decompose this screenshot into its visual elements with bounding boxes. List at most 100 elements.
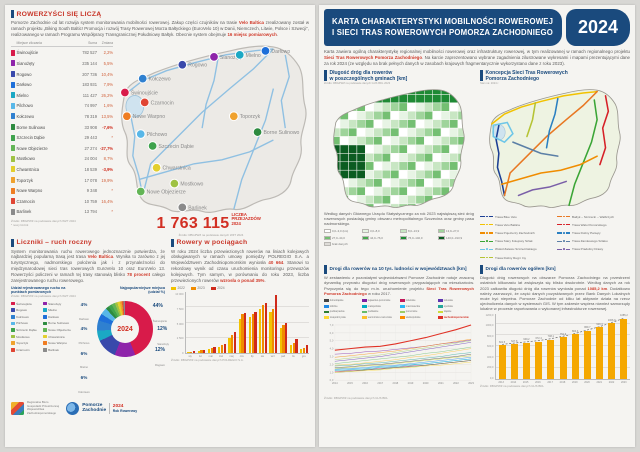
callout-label: Pilchowo <box>78 342 90 346</box>
map-marker <box>177 202 188 212</box>
per-capita-source: Źródło: RBGPWZ na podstawie danych GUS B… <box>324 396 388 401</box>
caption-left-box: Udział rejestrowanego ruchu na punktach … <box>11 286 81 299</box>
gmina-cell <box>449 102 459 112</box>
month-bar <box>272 308 275 354</box>
year-badge: 2024 <box>566 9 630 46</box>
body-text: W roku 2024 liczba przewiezionych roweró… <box>171 248 309 266</box>
month-bar <box>259 309 262 354</box>
voivodeship-legend-swatch <box>400 310 405 314</box>
month-label: lis <box>292 355 295 359</box>
choro-legend-swatch <box>324 242 331 246</box>
donut-legend-swatch <box>43 334 47 339</box>
month-bar <box>200 350 203 354</box>
highlight-text: 16 miejsc pomiarowych <box>227 31 277 37</box>
route-legend-item: Trasa Stary Kolejowy Szlak <box>480 237 553 245</box>
counter-marker <box>11 134 15 141</box>
map-legends-row: Według danych Głównego Urzędu Statystycz… <box>324 211 630 262</box>
y-tick-label: 4,0 <box>330 347 334 351</box>
donut-legend-swatch <box>11 334 15 339</box>
highlight-text: wzrosła o ponad 35% <box>220 277 265 283</box>
body-text: System monitorowania ruchu rowerowego je… <box>11 248 165 260</box>
gmina-map-source: Źródło: RBGPWZ na podstawie danych GUS B… <box>324 82 391 86</box>
gmina-cell <box>440 186 450 196</box>
highlight-text: 78 procent <box>127 272 151 278</box>
x-tick-label: 2017 <box>377 381 383 385</box>
gmina-map-title: Długość dróg dla rowerów w poszczególnyc… <box>330 70 408 82</box>
donut-legend-label: Rogowo <box>16 308 28 313</box>
gmina-cell <box>424 111 433 121</box>
voivodeship-legend-swatch <box>400 305 405 308</box>
month-bar <box>233 332 237 354</box>
month-bar-group <box>228 332 237 354</box>
gmina-cell <box>333 102 341 112</box>
choro-legend-no-data: brak danych <box>324 242 360 246</box>
donut-legend-item: Czarnocin <box>11 347 41 354</box>
gmina-cell <box>432 94 442 104</box>
gmina-cell <box>339 94 349 104</box>
month-bar-group <box>248 311 257 354</box>
donut-legend-item: Rogowo <box>11 307 41 314</box>
gmina-cell <box>339 136 349 146</box>
map-marker-label: Szczecin Dąbie <box>159 143 194 149</box>
counters-section-title: ROWERZYŚCI SIĘ LICZĄ <box>16 10 102 18</box>
counters-intro: Pomorze Zachodnie od lat rozwija system … <box>11 20 309 38</box>
month-bar-group <box>207 347 216 354</box>
gmina-cell <box>415 119 425 129</box>
month-bar <box>261 304 265 354</box>
line-series-wielkopolskie <box>334 339 472 358</box>
year-bar <box>596 327 604 379</box>
route-legend-item: Bałtyk – Szczecin – Wałbrzych <box>557 213 630 221</box>
region-outline <box>489 89 621 208</box>
map-marker-label: Kołczewo <box>149 76 171 82</box>
gmina-cell <box>407 153 417 163</box>
gmina-cell <box>339 127 349 137</box>
gmina-cell <box>398 102 408 112</box>
route-legend-label: Trasa Pradoliny Drawy <box>572 247 604 252</box>
donut-legend-swatch <box>11 308 15 313</box>
route-line-icon <box>557 239 570 243</box>
month-bar <box>241 314 244 354</box>
donut-legend-swatch <box>11 315 15 319</box>
gmina-cell <box>348 203 358 208</box>
rbgp-logo-block: Regionalne Biuro Gospodarki Przestrzennej… <box>11 400 60 415</box>
counter-marker <box>11 166 15 173</box>
annual-header: Liczniki – ruch roczny <box>11 238 165 247</box>
choro-legend-label: 8,0–13,9 <box>408 229 420 234</box>
gmina-cell <box>365 195 374 205</box>
donut-legend-label: Barlinek <box>48 347 59 352</box>
donut-legend-item: Borne Sulinowo <box>43 320 73 327</box>
year-bar <box>498 345 506 379</box>
map-marker-label: Pilchowo <box>147 132 168 138</box>
map-marker <box>122 110 132 121</box>
trains-y-axis: 10 000 7 500 5 000 2 500 0 <box>171 292 185 355</box>
caption-right: Najpopularniejsze miejsca (udział %) <box>120 285 165 295</box>
gmina-cell <box>348 89 358 95</box>
map-marker-label: Barlinek <box>188 205 207 211</box>
month-bar <box>248 316 252 354</box>
route-legend-label: Bałtyk – Szczecin – Wałbrzych <box>572 214 615 219</box>
gmina-cell <box>348 153 358 163</box>
trains-chart: 10 000 7 500 5 000 2 500 0 <box>171 292 309 355</box>
counter-row: Szczecin Dąbie 29 443 * <box>11 132 113 143</box>
highlight-text: Sieci Tras Rowerowych Pomorza Zachodnieg… <box>324 54 423 60</box>
route-legend-item: Trasa Pojezierzy Zachodnich <box>480 229 553 237</box>
counter-change: 7,9% <box>103 82 113 88</box>
month-bar <box>223 343 226 354</box>
month-bar <box>187 351 190 354</box>
gmina-cell <box>398 161 408 171</box>
bike-year-label: Rok Rowerowy <box>112 408 138 413</box>
gmina-cell <box>424 136 433 146</box>
counter-row: Borne Sulinowo 33 908 -7,6% <box>11 122 113 133</box>
gmina-cell <box>339 102 349 112</box>
rbgp-text-line: Gospodarki Przestrzennej <box>27 403 60 408</box>
line-series-opolskie <box>334 352 472 367</box>
counter-table-header: Miejsce zliczania Suma Zmiana <box>11 41 113 47</box>
month-label: mar <box>208 355 214 359</box>
voivodeship-legend-item: warmińsko-mazurskie <box>362 315 398 321</box>
route-legend-label: Wokół Zalewu Szczecińskiego <box>495 247 537 252</box>
gmina-cell <box>457 178 465 188</box>
voivodeship-legend-item: lubelskie <box>400 298 436 304</box>
rbgp-text-line: Województwa <box>27 407 45 412</box>
counter-change: 13,5% <box>101 113 113 119</box>
voivodeship-legend-label: podlaskie <box>367 310 379 314</box>
